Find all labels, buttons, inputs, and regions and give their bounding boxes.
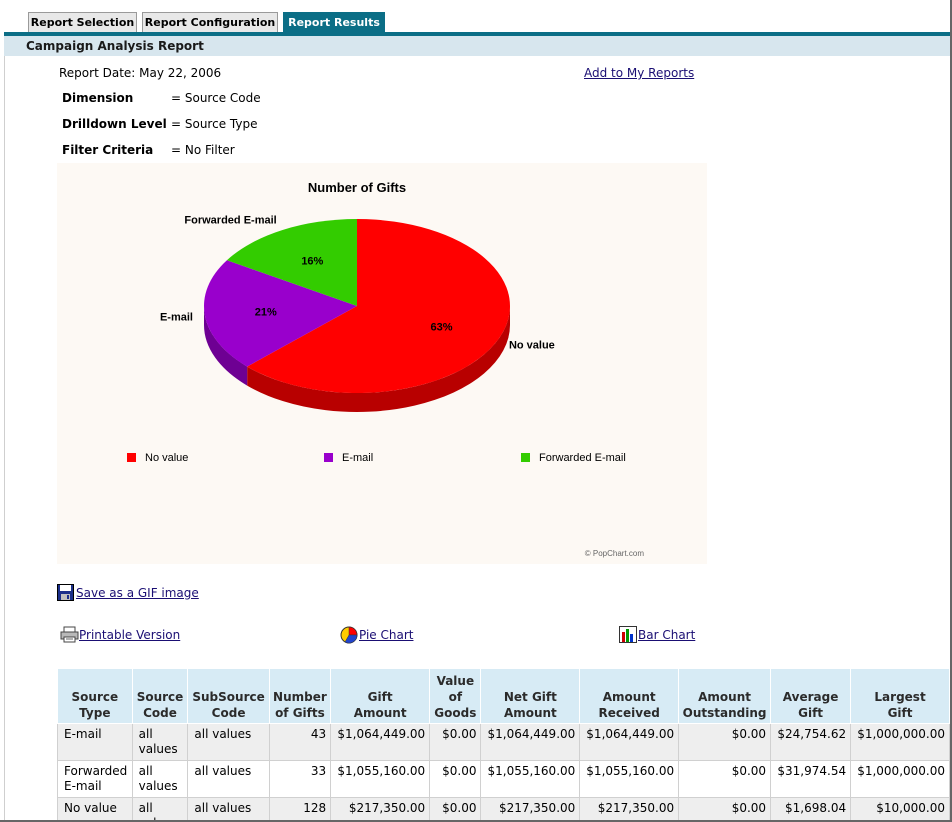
legend-entry: E-mail — [342, 452, 373, 464]
column-header: Source Code — [131, 668, 189, 724]
column-header: Average Gift — [770, 668, 852, 724]
table-cell: $1,698.04 — [770, 797, 852, 820]
table-header-row: Source Type Source Code SubSource Code Number o… — [57, 668, 950, 724]
save-as-gif-link[interactable]: Save as a GIF image — [76, 586, 199, 600]
slice-percent-label: 63% — [431, 321, 453, 333]
pie-chart-link[interactable]: Pie Chart — [359, 628, 414, 642]
chart-title: Number of Gifts — [308, 180, 406, 195]
pie-slice — [203, 260, 357, 367]
column-header: Amount Received — [579, 668, 680, 724]
table-cell: 128 — [268, 797, 332, 820]
column-header: Largest Gift — [850, 668, 950, 724]
legend-swatch — [521, 453, 530, 462]
table-cell: $31,974.54 — [770, 760, 852, 798]
table-cell: $0.00 — [429, 760, 482, 798]
tab-underline — [4, 32, 950, 36]
slice-percent-label: 16% — [301, 255, 323, 267]
table-cell: $0.00 — [429, 723, 482, 761]
results-table: Source Type Source Code SubSource Code Number o… — [57, 668, 950, 820]
pie-chart-icon[interactable] — [340, 626, 358, 644]
column-header: Number of Gifts — [268, 668, 332, 724]
left-divider — [4, 56, 5, 820]
report-date: Report Date: May 22, 2006 — [59, 66, 222, 80]
column-header: SubSource Code — [187, 668, 270, 724]
slice-percent-label: 21% — [255, 307, 277, 319]
table-cell: 33 — [268, 760, 332, 798]
legend-swatch — [324, 453, 333, 462]
table-body: E-mail all values all values 43 $1,064,449.00… — [57, 723, 950, 820]
table-cell: $0.00 — [678, 760, 772, 798]
table-row: E-mail all values all values 43 $1,064,449.00… — [57, 723, 950, 761]
pie-chart-svg: Number of Gifts 63% 21% 16% No value E-mail Fo… — [127, 180, 645, 558]
pie-chart: Number of Gifts 63% 21% 16% No value E-mail Fo… — [57, 163, 707, 564]
table-cell: $0.00 — [678, 723, 772, 761]
param-label-drilldown: Drilldown Level — [62, 117, 167, 131]
slice-category-label: Forwarded E-mail — [184, 215, 276, 227]
table-cell: $24,754.62 — [770, 723, 852, 761]
param-value-filter: = No Filter — [171, 143, 235, 157]
param-value-dimension: = Source Code — [171, 91, 261, 105]
param-label-dimension: Dimension — [62, 91, 134, 105]
column-header: Source Type — [57, 668, 133, 724]
table-cell: Forwarded E-mail — [57, 760, 133, 798]
table-cell: $217,350.00 — [330, 797, 431, 820]
table-cell: $0.00 — [429, 797, 482, 820]
table-cell: $217,350.00 — [480, 797, 581, 820]
table-cell: all values — [187, 723, 270, 761]
column-header: Net Gift Amount — [480, 668, 581, 724]
table-cell: $217,350.00 — [579, 797, 680, 820]
table-cell: $1,055,160.00 — [480, 760, 581, 798]
table-cell: $1,055,160.00 — [579, 760, 680, 798]
pie-slice — [247, 219, 510, 393]
floppy-disk-icon[interactable] — [57, 584, 74, 601]
legend-entry: Forwarded E-mail — [539, 452, 626, 464]
legend-swatch — [127, 453, 136, 462]
chart-credit: © PopChart.com — [585, 549, 645, 558]
bar-chart-link[interactable]: Bar Chart — [638, 628, 696, 642]
column-header: Amount Outstanding — [678, 668, 772, 724]
column-header: Value of Goods — [429, 668, 482, 724]
pie-slice-side — [247, 306, 510, 413]
table-cell: $1,000,000.00 — [850, 723, 950, 761]
page-title: Campaign Analysis Report — [4, 36, 950, 56]
table-cell: 43 — [268, 723, 332, 761]
param-label-filter: Filter Criteria — [62, 143, 154, 157]
table-cell: E-mail — [57, 723, 133, 761]
tab-report-configuration[interactable]: Report Configuration — [142, 12, 278, 32]
table-cell: No value — [57, 797, 133, 820]
table-cell: $1,064,449.00 — [330, 723, 431, 761]
param-value-drilldown: = Source Type — [171, 117, 258, 131]
table-cell: all values — [187, 760, 270, 798]
pie-slice-side — [204, 306, 248, 386]
bar-chart-icon[interactable] — [619, 626, 637, 643]
table-cell: $0.00 — [678, 797, 772, 820]
printable-version-link[interactable]: Printable Version — [79, 628, 181, 642]
column-header: Gift Amount — [330, 668, 431, 724]
slice-category-label: No value — [509, 340, 555, 352]
table-cell: $1,064,449.00 — [579, 723, 680, 761]
table-cell: $1,064,449.00 — [480, 723, 581, 761]
tab-bar: Report Selection Report Configuration Re… — [0, 0, 950, 34]
table-cell: $10,000.00 — [850, 797, 950, 820]
table-row: No valueallvaluesall values128$217,350.0… — [57, 797, 950, 820]
table-cell: $1,000,000.00 — [850, 760, 950, 798]
add-to-my-reports-link[interactable]: Add to My Reports — [584, 66, 695, 80]
table-cell: all values — [187, 797, 270, 820]
slice-category-label: E-mail — [160, 312, 193, 324]
pie-slice — [226, 219, 357, 306]
table-cell: $1,055,160.00 — [330, 760, 431, 798]
table-row: Forwarded E-mail all values all values 33 $1,0… — [57, 760, 950, 798]
tab-report-selection[interactable]: Report Selection — [28, 12, 137, 32]
legend-entry: No value — [145, 452, 188, 464]
printer-icon[interactable] — [60, 626, 79, 643]
tab-report-results[interactable]: Report Results — [283, 12, 385, 32]
